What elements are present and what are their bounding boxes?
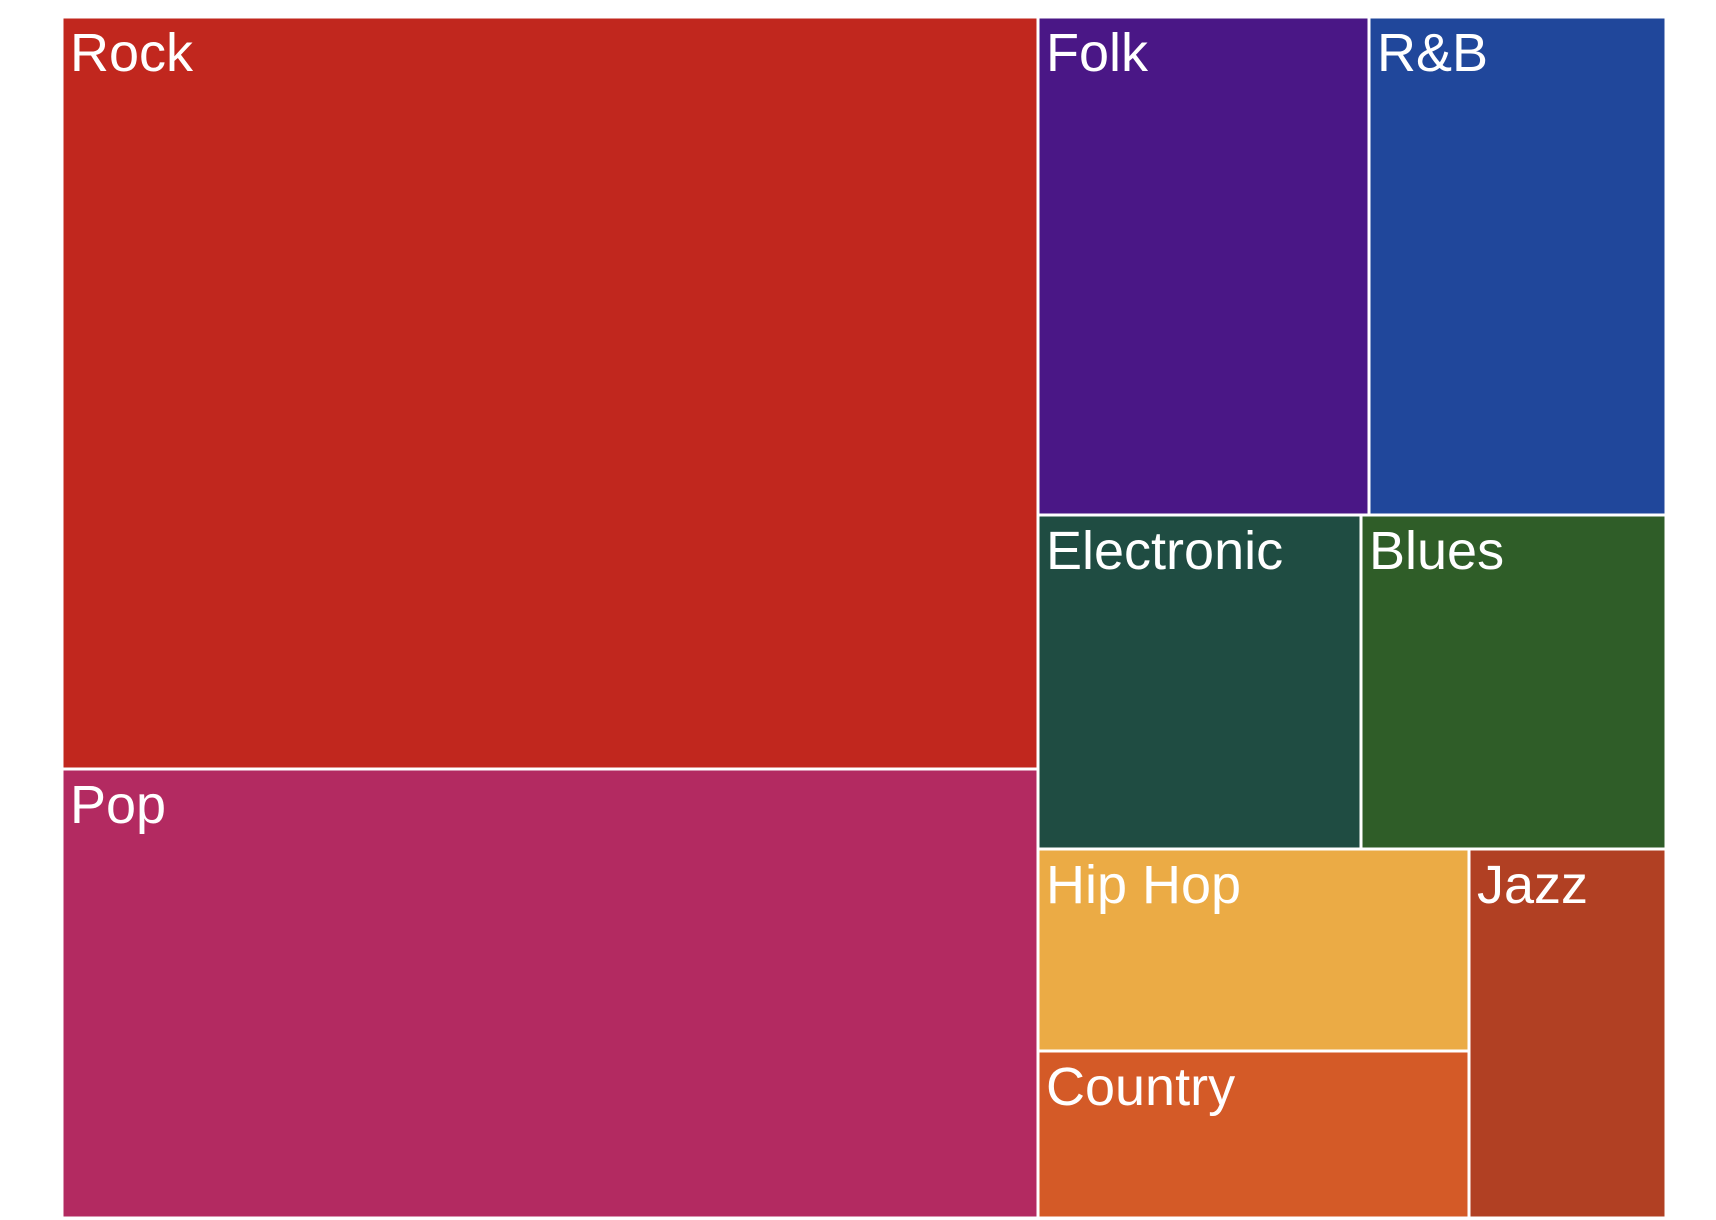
tile-rect-jazz[interactable] [1467, 847, 1668, 1220]
tile-label-folk: Folk [1046, 23, 1149, 83]
tile-rect-randb[interactable] [1367, 15, 1668, 517]
tile-label-blues: Blues [1369, 521, 1504, 581]
tile-rect-blues[interactable] [1359, 513, 1668, 851]
tile-jazz[interactable]: Jazz [1467, 847, 1668, 1220]
tile-country[interactable]: Country [1036, 1049, 1471, 1220]
tile-pop[interactable]: Pop [60, 767, 1040, 1220]
tile-label-rock: Rock [70, 23, 194, 83]
tile-rect-folk[interactable] [1036, 15, 1371, 517]
tile-label-hip-hop: Hip Hop [1046, 855, 1241, 915]
tile-blues[interactable]: Blues [1359, 513, 1668, 851]
treemap-tiles: Rock Pop Folk R&B Electronic Blues Hip Hop Jazz… [60, 15, 1668, 1220]
tile-rect-pop[interactable] [60, 767, 1040, 1220]
tile-label-randb: R&B [1377, 23, 1488, 83]
tile-rect-rock[interactable] [60, 15, 1040, 771]
tile-hip-hop[interactable]: Hip Hop [1036, 847, 1471, 1053]
tile-rock[interactable]: Rock [60, 15, 1040, 771]
tile-label-jazz: Jazz [1477, 855, 1588, 915]
tile-label-country: Country [1046, 1057, 1235, 1117]
tile-rect-electronic[interactable] [1036, 513, 1363, 851]
tile-label-electronic: Electronic [1046, 521, 1283, 581]
tile-electronic[interactable]: Electronic [1036, 513, 1363, 851]
tile-randb[interactable]: R&B [1367, 15, 1668, 517]
tile-rect-hip-hop[interactable] [1036, 847, 1471, 1053]
tile-folk[interactable]: Folk [1036, 15, 1371, 517]
tile-label-pop: Pop [70, 775, 166, 835]
tile-rect-country[interactable] [1036, 1049, 1471, 1220]
